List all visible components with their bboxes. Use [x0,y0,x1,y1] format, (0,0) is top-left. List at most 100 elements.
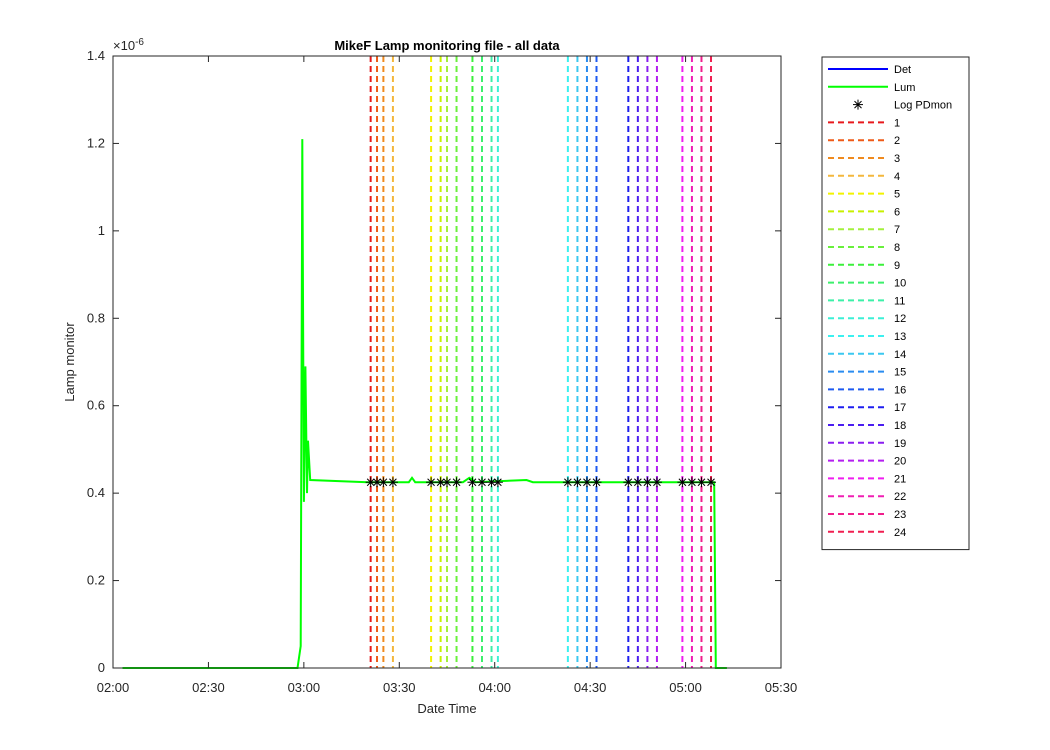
legend-label: 1 [894,117,900,129]
legend-box [821,56,970,551]
legend-entry-4: 4 [828,171,900,183]
series-group [122,139,727,669]
y-tick-label: 0 [98,660,105,675]
legend-label: 12 [894,313,906,325]
legend-entry-2: 2 [828,135,900,147]
legend-entry-13: 13 [828,331,906,343]
log-pdmon-marker [378,477,389,488]
log-pdmon-marker [562,477,573,488]
x-axis-label: Date Time [417,701,476,716]
legend-entry-3: 3 [828,153,900,165]
log-pdmon-marker [591,477,602,488]
legend-entry-22: 22 [828,491,906,503]
legend-label: 23 [894,509,906,521]
legend-label: 2 [894,135,900,147]
x-tick-label: 02:00 [97,680,130,695]
x-tick-label: 02:30 [192,680,225,695]
legend-label: 24 [894,527,906,539]
plot-frame [112,55,782,669]
y-axis-label: Lamp monitor [62,322,77,402]
log-pdmon-marker [451,477,462,488]
x-tick-label: 04:00 [478,680,511,695]
y-tick-label: 0.4 [87,485,105,500]
legend-label: 3 [894,153,900,165]
y-tick-label: 1.2 [87,135,105,150]
log-pdmon-marker [651,477,662,488]
legend-label: Lum [894,82,915,94]
x-tick-label: 03:00 [288,680,321,695]
chart-title: MikeF Lamp monitoring file - all data [334,38,560,53]
log-pdmon-marker [706,477,717,488]
legend-swatch [853,99,863,110]
log-pdmon-marker [486,477,497,488]
log-pdmon-marker [696,477,707,488]
log-pdmon-marker [476,477,487,488]
legend-entry-18: 18 [828,420,906,432]
legend-label: 15 [894,367,906,379]
log-pdmon-marker [426,477,437,488]
legend-entry-11: 11 [828,295,905,307]
legend-entry-20: 20 [828,456,906,468]
log-pdmon-marker [686,477,697,488]
legend-label: 8 [894,242,900,254]
log-pdmon-marker [677,477,688,488]
log-pdmon-marker [572,477,583,488]
y-tick-label: 0.2 [87,573,105,588]
legend-entry-17: 17 [828,402,906,414]
legend-label: 11 [894,295,905,307]
log-pdmon-marker [467,477,478,488]
log-pdmon-marker [642,477,653,488]
legend-label: 14 [894,349,906,361]
legend-entry-7: 7 [828,224,900,236]
series-line-lum [122,139,727,669]
legend-entry-6: 6 [828,206,900,218]
legend-label: 4 [894,171,900,183]
log-pdmon-marker [581,477,592,488]
markers-group [365,477,717,488]
legend-label: 5 [894,189,900,201]
legend-entry-10: 10 [828,278,906,290]
y-tick-label: 1.4 [87,48,105,63]
legend-label: 17 [894,402,906,414]
legend-entry-19: 19 [828,438,906,450]
log-pdmon-marker [632,477,643,488]
legend-entry-1: 1 [828,117,900,129]
legend-entry-23: 23 [828,509,906,521]
log-pdmon-marker [442,477,452,488]
legend-label: 19 [894,438,906,450]
legend-entry-14: 14 [828,349,906,361]
log-pdmon-marker [372,477,383,488]
legend-label: 20 [894,456,906,468]
legend-entry-24: 24 [828,527,906,539]
log-pdmon-marker [365,477,376,488]
y-tick-label: 1 [98,223,105,238]
legend-label: 21 [894,473,906,485]
log-pdmon-marker [623,477,634,488]
legend-label: 9 [894,260,900,272]
legend-entry-8: 8 [828,242,900,254]
legend-label: 13 [894,331,906,343]
y-axis-exponent-power: -6 [135,37,144,48]
legend-entry-5: 5 [828,189,900,201]
y-tick-label: 0.6 [87,398,105,413]
legend-entry-15: 15 [828,367,906,379]
log-pdmon-marker [387,477,398,488]
y-axis-exponent: ×10-6 [113,37,144,53]
x-tick-label: 05:30 [765,680,798,695]
legend-label: 6 [894,206,900,218]
legend-label: 18 [894,420,906,432]
legend-entry-21: 21 [828,473,906,485]
legend-label: Det [894,64,911,76]
legend-entry-9: 9 [828,260,900,272]
legend-entry-16: 16 [828,384,906,396]
legend-entry-lum: Lum [828,82,915,94]
y-axis-ticks: 0 0.2 0.4 0.6 0.8 1 1.2 1.4 [87,48,781,675]
legend-entry-12: 12 [828,313,906,325]
legend-entry-log-pdmon: Log PDmon [853,99,952,112]
legend-label: 16 [894,384,906,396]
log-pdmon-marker [492,477,503,488]
legend-label: 22 [894,491,906,503]
x-axis-ticks: 02:00 02:30 03:00 03:30 04:00 04:30 05:00 05:30 [97,56,798,695]
